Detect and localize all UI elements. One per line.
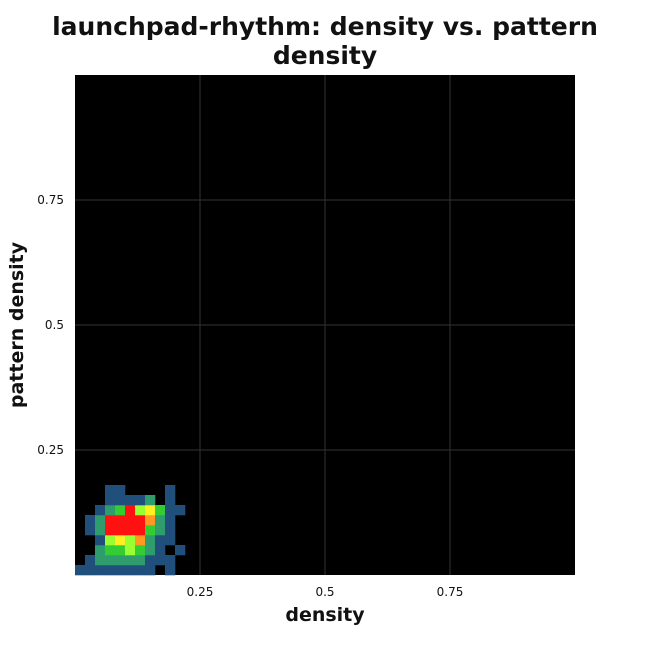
heatmap-cell: [125, 545, 136, 556]
heatmap-cell: [125, 565, 136, 576]
heatmap-cell: [155, 525, 166, 536]
heatmap-cell: [135, 505, 146, 516]
heatmap-cell: [115, 495, 126, 506]
heatmap-cell: [105, 565, 116, 576]
heatmap-cell: [105, 495, 116, 506]
heatmap-cell: [175, 505, 186, 516]
heatmap-cell: [155, 555, 166, 566]
heatmap-cell: [165, 565, 176, 576]
heatmap-cell: [165, 495, 176, 506]
heatmap-cell: [155, 545, 166, 556]
heatmap-cell: [175, 545, 186, 556]
heatmap-cell: [105, 525, 116, 536]
heatmap-cell: [135, 515, 146, 526]
chart-title: launchpad-rhythm: density vs. pattern de…: [52, 12, 598, 70]
y-axis-label: pattern density: [6, 241, 28, 408]
y-tick-label: 0.5: [45, 318, 64, 332]
heatmap-cell: [75, 565, 86, 576]
heatmap-cell: [145, 545, 156, 556]
heatmap-cell: [155, 535, 166, 546]
heatmap-cell: [165, 485, 176, 496]
heatmap-cell: [95, 545, 106, 556]
heatmap-cell: [165, 525, 176, 536]
heatmap-cell: [135, 535, 146, 546]
heatmap-cell: [145, 505, 156, 516]
x-tick-labels: 0.25 0.5 0.75: [187, 585, 464, 599]
heatmap-cell: [95, 555, 106, 566]
y-tick-label: 0.75: [37, 193, 64, 207]
heatmap-cell: [165, 505, 176, 516]
grid-lines: [75, 75, 575, 575]
heatmap-cell: [165, 555, 176, 566]
heatmap-cell: [105, 485, 116, 496]
y-tick-label: 0.25: [37, 443, 64, 457]
heatmap-cell: [135, 565, 146, 576]
heatmap-cell: [145, 535, 156, 546]
heatmap-cells: [75, 485, 186, 576]
heatmap-cell: [155, 505, 166, 516]
heatmap-cell: [105, 515, 116, 526]
heatmap-cell: [115, 505, 126, 516]
heatmap-cell: [155, 515, 166, 526]
heatmap-cell: [115, 535, 126, 546]
heatmap-cell: [145, 565, 156, 576]
heatmap-cell: [135, 545, 146, 556]
x-tick-label: 0.5: [315, 585, 334, 599]
heatmap-cell: [145, 515, 156, 526]
heatmap-cell: [85, 555, 96, 566]
heatmap-cell: [135, 555, 146, 566]
heatmap-cell: [135, 495, 146, 506]
heatmap-cell: [125, 535, 136, 546]
heatmap-cell: [125, 505, 136, 516]
heatmap-cell: [145, 495, 156, 506]
heatmap-cell: [95, 535, 106, 546]
heatmap-cell: [85, 525, 96, 536]
x-tick-label: 0.75: [437, 585, 464, 599]
heatmap-cell: [115, 565, 126, 576]
x-tick-label: 0.25: [187, 585, 214, 599]
heatmap-cell: [115, 525, 126, 536]
y-tick-labels: 0.25 0.5 0.75: [37, 193, 64, 457]
heatmap-cell: [105, 505, 116, 516]
heatmap-cell: [125, 525, 136, 536]
heatmap-cell: [95, 525, 106, 536]
x-axis-label: density: [285, 604, 365, 626]
heatmap-cell: [85, 515, 96, 526]
heatmap-cell: [125, 555, 136, 566]
heatmap-cell: [95, 515, 106, 526]
heatmap-cell: [115, 485, 126, 496]
heatmap-cell: [165, 515, 176, 526]
heatmap-cell: [95, 505, 106, 516]
heatmap-cell: [85, 565, 96, 576]
heatmap-cell: [165, 535, 176, 546]
heatmap-cell: [105, 535, 116, 546]
heatmap-cell: [95, 565, 106, 576]
heatmap-cell: [145, 525, 156, 536]
heatmap-cell: [135, 525, 146, 536]
heatmap-cell: [115, 545, 126, 556]
heatmap-cell: [115, 515, 126, 526]
heatmap-cell: [125, 515, 136, 526]
heatmap-cell: [115, 555, 126, 566]
heatmap-cell: [105, 545, 116, 556]
heatmap-cell: [145, 555, 156, 566]
heatmap-cell: [125, 495, 136, 506]
heatmap-cell: [105, 555, 116, 566]
